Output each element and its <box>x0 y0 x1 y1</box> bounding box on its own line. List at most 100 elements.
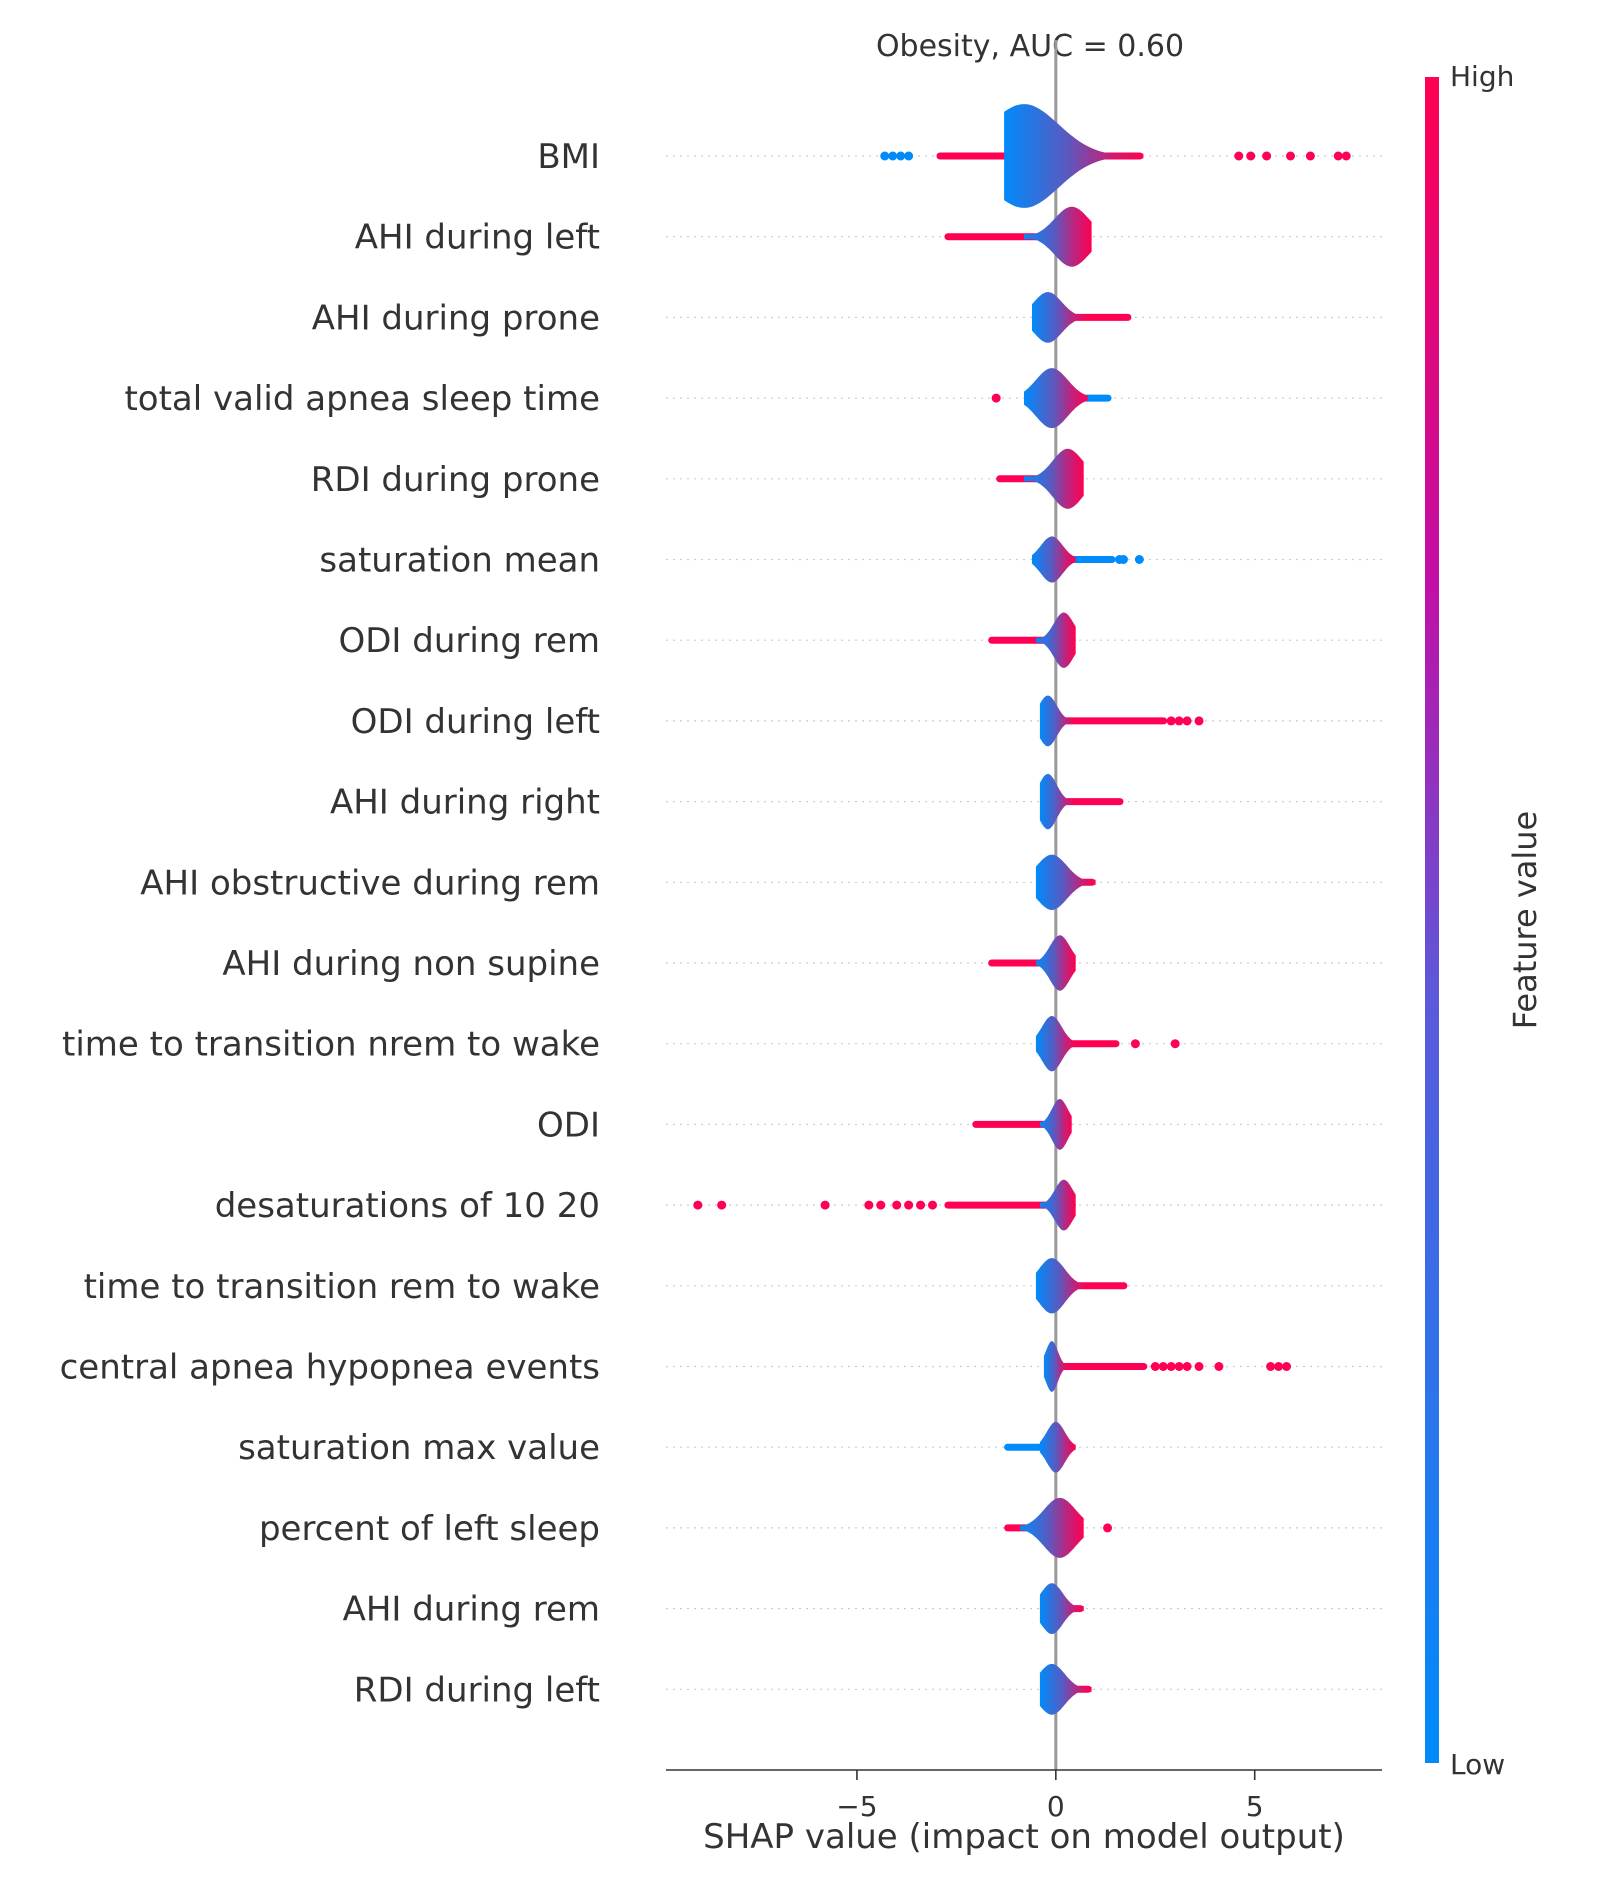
outlier-point <box>1130 1039 1140 1049</box>
violin-body <box>1035 1258 1088 1314</box>
outlier-point <box>1274 1362 1284 1371</box>
feature-label: AHI during prone <box>312 298 600 338</box>
violin-body <box>1024 448 1084 509</box>
violin-body <box>1020 1497 1084 1558</box>
violin-row <box>1039 773 1124 830</box>
outlier-point <box>693 1200 703 1210</box>
violin-body <box>1039 1583 1084 1634</box>
outlier-point <box>896 151 906 161</box>
violin-row <box>944 206 1092 267</box>
outlier-point <box>1194 716 1204 726</box>
outlier-point <box>1118 555 1128 564</box>
violin-body <box>1004 104 1144 208</box>
violin-row <box>996 448 1084 509</box>
feature-label: saturation mean <box>319 541 600 581</box>
feature-labels: BMI AHI during left AHI during prone total … <box>60 137 600 1710</box>
outlier-point <box>876 1200 886 1210</box>
violin-body <box>1035 612 1076 668</box>
violin-body <box>1039 1421 1076 1473</box>
colorbar-low-label: Low <box>1450 1748 1505 1781</box>
outlier-point <box>1103 1523 1113 1533</box>
feature-label: total valid apnea sleep time <box>124 379 600 419</box>
feature-gridlines <box>666 155 1382 1690</box>
violin-body <box>1039 1179 1076 1231</box>
violin-body <box>1039 773 1076 830</box>
violin-row <box>1031 292 1132 343</box>
violin-row <box>1004 1421 1076 1473</box>
outlier-point <box>1174 716 1184 726</box>
outlier-point <box>1341 151 1351 161</box>
outlier-point <box>1166 1362 1176 1371</box>
x-axis-label: SHAP value (impact on model output) <box>703 1817 1345 1857</box>
violin-row <box>1004 1497 1113 1558</box>
outlier-point <box>880 151 890 161</box>
feature-label: AHI during rem <box>343 1590 600 1630</box>
violin-row <box>693 1179 1076 1231</box>
x-tick-label: −5 <box>836 1790 877 1823</box>
outlier-point <box>1166 716 1176 726</box>
violin-series <box>693 104 1351 1715</box>
feature-label: AHI during right <box>330 783 600 823</box>
outlier-point <box>1194 1362 1204 1371</box>
outlier-point <box>1333 151 1343 161</box>
outlier-point <box>916 1200 926 1210</box>
x-tick-label: 0 <box>1047 1790 1065 1823</box>
outlier-point <box>1286 151 1296 161</box>
violin-body <box>1039 1663 1092 1715</box>
outlier-point <box>1170 1039 1180 1049</box>
outlier-point <box>928 1200 938 1210</box>
outlier-point <box>1262 151 1272 161</box>
outlier-point <box>1282 1362 1292 1371</box>
violin-body <box>1024 368 1088 429</box>
outlier-point <box>1174 1362 1184 1371</box>
outlier-point <box>1182 716 1192 726</box>
feature-label: ODI during rem <box>338 621 600 661</box>
violin-row <box>991 368 1112 429</box>
violin-row <box>972 1099 1072 1150</box>
colorbar-high-label: High <box>1450 60 1514 93</box>
violin-body <box>1035 1016 1076 1072</box>
colorbar-gradient <box>1425 77 1439 1763</box>
feature-label: BMI <box>537 137 600 177</box>
outlier-point <box>1234 151 1244 161</box>
violin-body <box>1035 935 1076 991</box>
outlier-point <box>1158 1362 1168 1371</box>
feature-label: time to transition nrem to wake <box>62 1025 600 1065</box>
feature-label: ODI <box>537 1105 600 1145</box>
violin-row <box>1039 1583 1084 1634</box>
violin-row <box>880 104 1351 208</box>
feature-label: desaturations of 10 20 <box>215 1186 600 1226</box>
outlier-point <box>864 1200 874 1210</box>
violin-row <box>988 612 1076 668</box>
outlier-point <box>892 1200 902 1210</box>
feature-label: AHI obstructive during rem <box>140 863 600 903</box>
x-axis: −5 0 5 SHAP value (impact on model output) <box>666 1769 1382 1857</box>
violin-row <box>1039 1663 1092 1715</box>
violin-tail <box>1043 1363 1148 1370</box>
outlier-point <box>1214 1362 1224 1371</box>
violin-row <box>988 935 1076 991</box>
outlier-point <box>888 151 898 161</box>
violin-row <box>1043 1341 1292 1392</box>
violin-body <box>1039 1099 1072 1150</box>
violin-row <box>1035 1016 1180 1072</box>
outlier-point <box>717 1200 727 1210</box>
feature-label: ODI during left <box>351 702 600 742</box>
violin-body <box>1031 292 1088 343</box>
violin-row <box>1039 695 1204 747</box>
outlier-point <box>904 151 914 161</box>
feature-label: central apnea hypopnea events <box>60 1348 600 1388</box>
x-tick-label: 5 <box>1246 1790 1264 1823</box>
violin-body <box>1039 695 1076 747</box>
outlier-point <box>1246 151 1256 161</box>
violin-body <box>1024 206 1092 267</box>
x-ticks: −5 0 5 <box>836 1770 1264 1823</box>
outlier-point <box>1134 555 1144 564</box>
outlier-point <box>1266 1362 1276 1371</box>
colorbar: High Low Feature value <box>1425 60 1544 1781</box>
violin-row <box>1035 1258 1128 1314</box>
feature-label: AHI during left <box>355 218 600 258</box>
violin-body <box>1043 1341 1068 1392</box>
outlier-point <box>820 1200 830 1210</box>
